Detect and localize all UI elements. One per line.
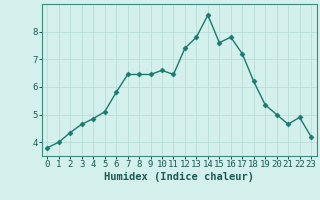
X-axis label: Humidex (Indice chaleur): Humidex (Indice chaleur) (104, 172, 254, 182)
